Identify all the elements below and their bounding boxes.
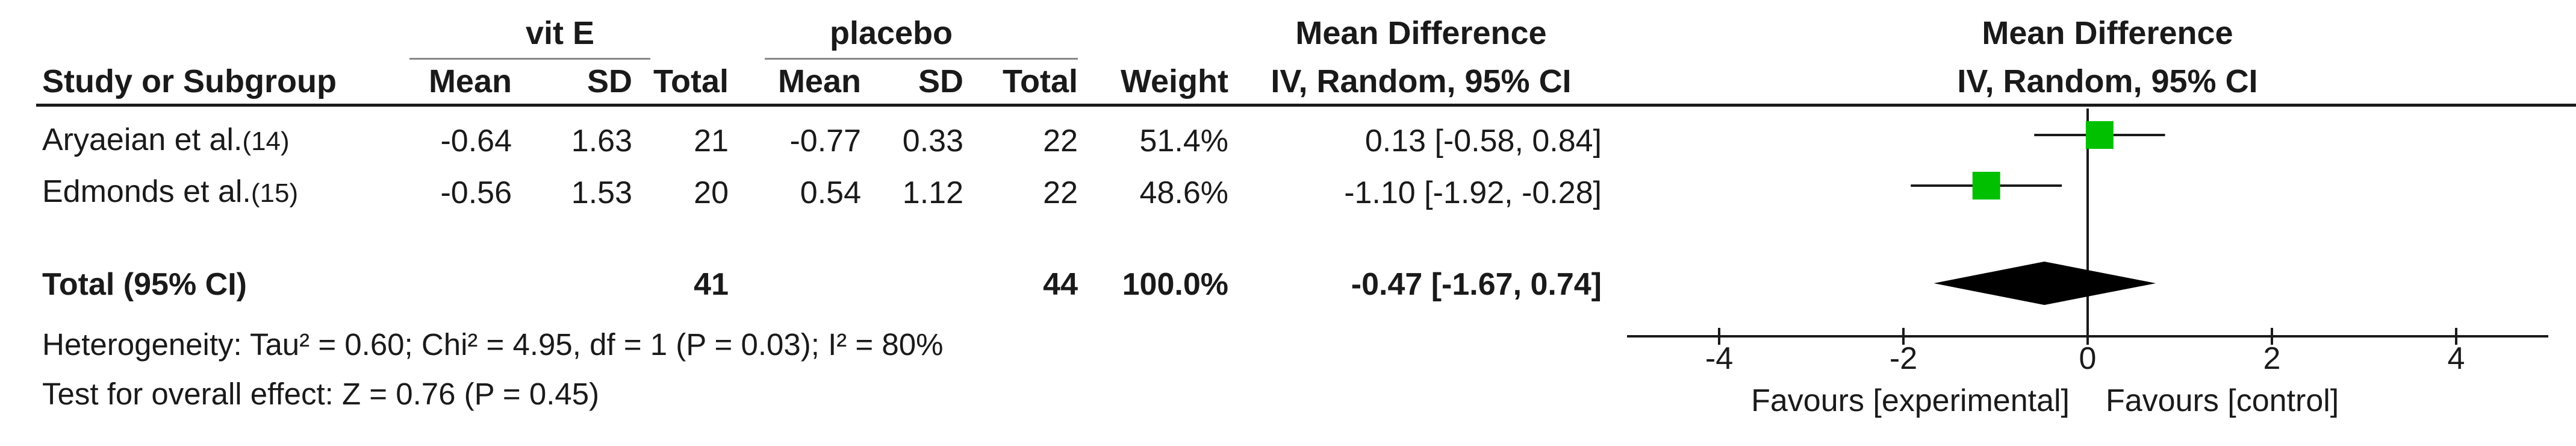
col-weight: Weight [1121, 63, 1228, 99]
group2-underline [765, 58, 1078, 60]
favours-left-label: Favours [experimental] [1751, 383, 2070, 418]
study-sd1: 1.53 [571, 175, 632, 210]
study-mean1: -0.64 [440, 124, 512, 159]
study-point-marker [2085, 121, 2114, 149]
x-tick-label: -4 [1705, 341, 1733, 376]
study-reference: (15) [250, 178, 299, 208]
col-total1: Total [653, 63, 729, 99]
x-tick-label: 0 [2079, 341, 2097, 376]
table-row-study-name: Edmonds et al.(15) [42, 176, 298, 207]
total-label: Total (95% CI) [42, 267, 247, 302]
col-total2: Total [1003, 63, 1078, 99]
study-weight: 51.4% [1139, 124, 1228, 159]
table-row-study-name: Aryaeian et al.(14) [42, 124, 290, 155]
plot-title: Mean Difference [1982, 15, 2233, 51]
group1-header: vit E [525, 15, 595, 51]
col-ci: IV, Random, 95% CI [1271, 63, 1572, 99]
heterogeneity-text: Heterogeneity: Tau² = 0.60; Chi² = 4.95,… [42, 327, 944, 362]
study-name: Aryaeian et al. [42, 122, 243, 157]
col-mean2: Mean [777, 63, 861, 99]
x-tick-label: -2 [1890, 341, 1917, 376]
total-ci: -0.47 [-1.67, 0.74] [1351, 267, 1602, 302]
col-mean1: Mean [428, 63, 512, 99]
study-reference: (14) [242, 127, 290, 156]
study-sd1: 1.63 [571, 124, 632, 159]
study-weight: 48.6% [1139, 175, 1228, 210]
header-rule [36, 104, 2576, 107]
overall-effect-text: Test for overall effect: Z = 0.76 (P = 0… [42, 377, 600, 411]
group1-underline [409, 58, 650, 60]
study-total1: 21 [694, 124, 729, 159]
study-total2: 22 [1043, 124, 1078, 159]
favours-right-label: Favours [control] [2106, 383, 2339, 418]
group2-header: placebo [829, 15, 953, 51]
study-sd2: 0.33 [902, 124, 963, 159]
x-tick-label: 2 [2263, 341, 2281, 376]
col-sd1: SD [586, 63, 632, 99]
col-study: Study or Subgroup [42, 63, 337, 99]
study-ci: -1.10 [-1.92, -0.28] [1344, 175, 1602, 210]
total-n1: 41 [694, 267, 729, 302]
study-ci: 0.13 [-0.58, 0.84] [1364, 124, 1602, 159]
study-total1: 20 [694, 175, 729, 210]
md-column-title: Mean Difference [1295, 15, 1547, 51]
study-mean1: -0.56 [440, 175, 512, 210]
total-weight: 100.0% [1122, 267, 1228, 302]
col-sd2: SD [918, 63, 963, 99]
total-n2: 44 [1043, 267, 1078, 302]
study-mean2: 0.54 [800, 175, 861, 210]
study-sd2: 1.12 [902, 175, 963, 210]
x-tick-label: 4 [2448, 341, 2465, 376]
study-point-marker [1972, 172, 2000, 199]
study-total2: 22 [1043, 175, 1078, 210]
pooled-estimate-diamond [1934, 262, 2156, 305]
study-mean2: -0.77 [789, 124, 861, 159]
plot-subtitle: IV, Random, 95% CI [1957, 63, 2258, 99]
study-name: Edmonds et al. [42, 174, 251, 209]
